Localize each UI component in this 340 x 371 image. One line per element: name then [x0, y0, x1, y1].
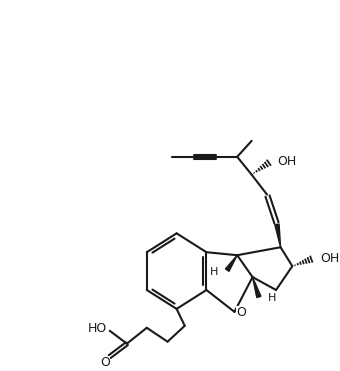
Polygon shape	[253, 277, 261, 298]
Text: H: H	[268, 293, 276, 303]
Text: OH: OH	[277, 155, 297, 168]
Text: O: O	[100, 356, 110, 369]
Text: H: H	[210, 267, 219, 277]
Polygon shape	[225, 255, 237, 271]
Text: O: O	[236, 306, 246, 319]
Text: OH: OH	[321, 252, 340, 265]
Polygon shape	[275, 224, 280, 247]
Text: HO: HO	[87, 322, 107, 335]
